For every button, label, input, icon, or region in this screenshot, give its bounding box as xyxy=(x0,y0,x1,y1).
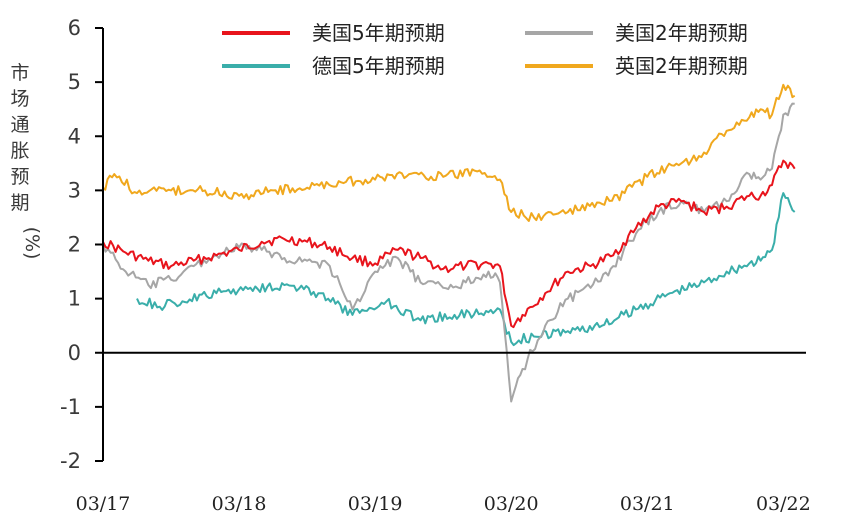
series-line xyxy=(102,159,796,329)
y-tick-label: 3 xyxy=(68,178,81,202)
y-tick-label: 5 xyxy=(68,70,81,94)
legend-label: 德国5年期预期 xyxy=(312,54,445,78)
series-line xyxy=(102,102,795,403)
x-tick-label: 03/17 xyxy=(76,493,131,515)
series-line xyxy=(102,83,796,222)
y-axis-label-char: 期 xyxy=(10,192,29,214)
y-tick-label: 6 xyxy=(68,16,81,40)
y-tick-label: 2 xyxy=(68,233,81,257)
series-line xyxy=(136,192,796,347)
x-tick-label: 03/22 xyxy=(756,493,811,515)
x-ticks: 03/17 03/18 03/19 03/20 03/21 03/22 xyxy=(76,493,811,515)
y-tick-label: 4 xyxy=(68,124,81,148)
y-axis-label-char: 市 xyxy=(10,62,29,84)
legend-label: 英国2年期预期 xyxy=(615,54,748,78)
y-axis-label-char: 预 xyxy=(10,166,29,188)
x-tick-label: 03/19 xyxy=(348,493,403,515)
y-axis-label-char: 场 xyxy=(10,88,29,110)
y-axis-label-char: 胀 xyxy=(10,140,29,162)
y-axis-label-unit: (%) xyxy=(21,227,43,260)
y-ticks: 6 5 4 3 2 1 0 -1 -2 xyxy=(60,16,103,473)
y-tick-label: 1 xyxy=(68,287,81,311)
y-axis-label-char: 通 xyxy=(10,114,29,136)
x-tick-label: 03/21 xyxy=(620,493,675,515)
legend-label: 美国2年期预期 xyxy=(615,21,748,45)
y-tick-label: -2 xyxy=(60,449,81,473)
y-tick-label: -1 xyxy=(60,395,81,419)
x-tick-label: 03/18 xyxy=(212,493,267,515)
legend-label: 美国5年期预期 xyxy=(312,21,445,45)
series-lines xyxy=(102,83,796,403)
y-tick-label: 0 xyxy=(68,341,81,365)
x-tick-label: 03/20 xyxy=(484,493,539,515)
